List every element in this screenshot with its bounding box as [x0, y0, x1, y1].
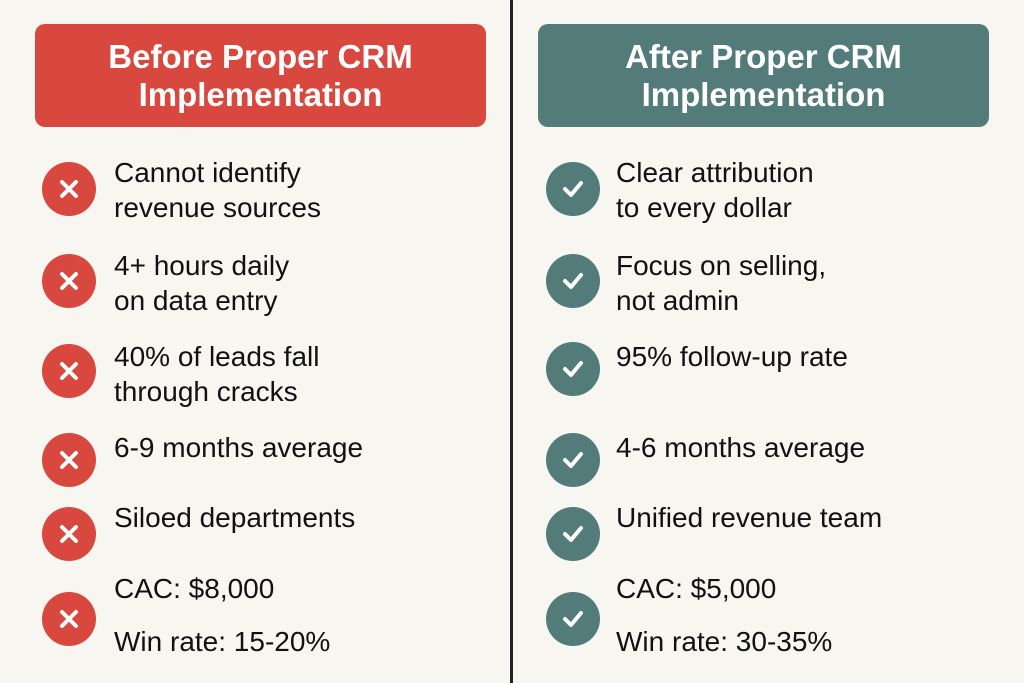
after-item-3: 95% follow-up rate: [616, 341, 848, 372]
before-item-3: 40% of leads fall through cracks: [114, 341, 320, 407]
x-icon: [42, 507, 96, 561]
after-title-line1: After Proper CRM: [625, 37, 902, 75]
check-icon: [546, 507, 600, 561]
check-icon: [546, 342, 600, 396]
x-icon: [42, 344, 96, 398]
before-header: Before Proper CRM Implementation: [35, 24, 486, 127]
before-title-line2: Implementation: [138, 75, 383, 113]
check-icon: [546, 433, 600, 487]
after-item-2: Focus on selling, not admin: [616, 250, 827, 316]
after-item-5: Unified revenue team: [616, 502, 883, 533]
after-item-4: 4-6 months average: [616, 432, 866, 463]
before-item-4: 6-9 months average: [114, 432, 364, 463]
after-item-1: Clear attribution to every dollar: [616, 157, 814, 223]
check-icon: [546, 592, 600, 646]
x-icon: [42, 254, 96, 308]
before-title-line1: Before Proper CRM: [108, 37, 413, 75]
before-item-5: Siloed departments: [114, 502, 356, 533]
x-icon: [42, 592, 96, 646]
before-item-6: CAC: $8,000 Win rate: 15-20%: [114, 573, 331, 657]
before-item-2: 4+ hours daily on data entry: [114, 250, 290, 316]
check-icon: [546, 254, 600, 308]
before-item-1: Cannot identify revenue sources: [114, 157, 322, 223]
after-header: After Proper CRM Implementation: [538, 24, 989, 127]
x-icon: [42, 433, 96, 487]
after-item-6: CAC: $5,000 Win rate: 30-35%: [616, 573, 833, 657]
check-icon: [546, 162, 600, 216]
x-icon: [42, 162, 96, 216]
column-divider: [510, 0, 513, 683]
after-title-line2: Implementation: [641, 75, 886, 113]
